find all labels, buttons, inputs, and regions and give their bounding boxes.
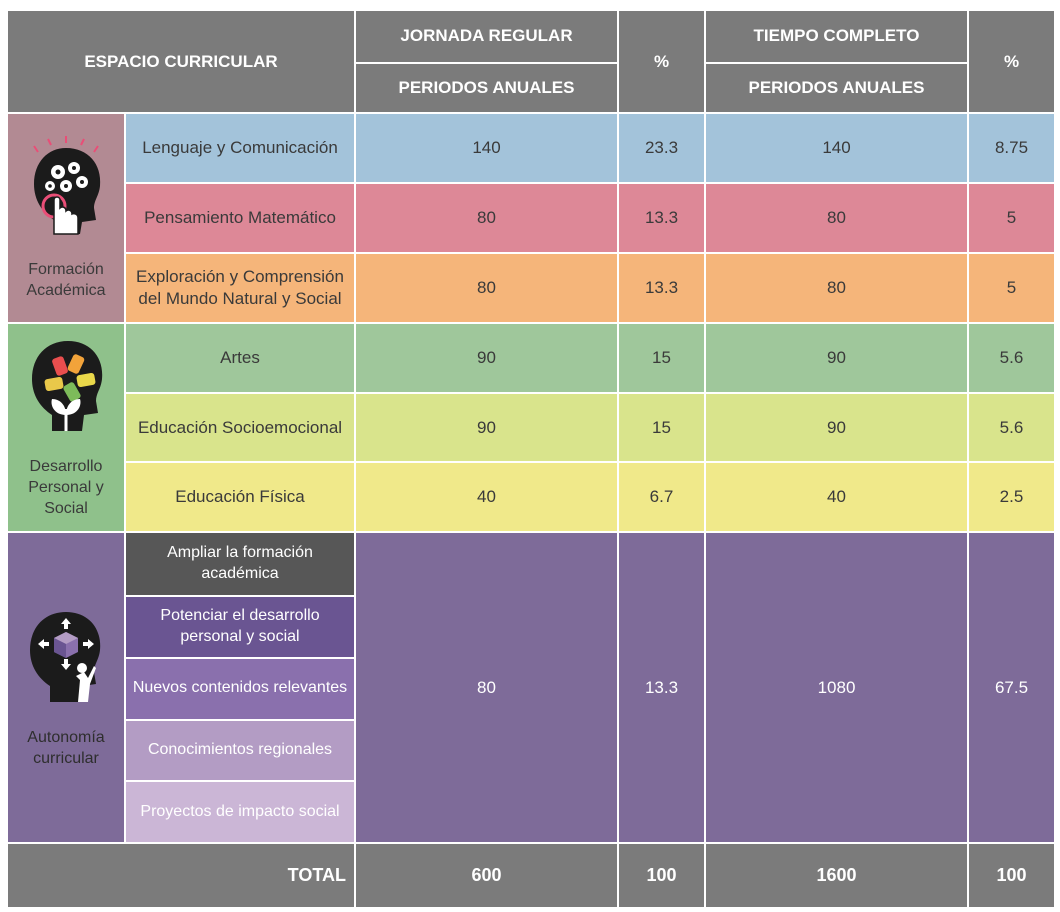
subject-exploracion: Exploración y Comprensión del Mundo Natu… bbox=[124, 251, 356, 324]
subject-fisica: Educación Física bbox=[124, 461, 356, 534]
header-periodos-tiempo: PERIODOS ANUALES bbox=[704, 61, 969, 115]
tc-pct-matematico: 5 bbox=[967, 182, 1056, 254]
category-desarrollo: Desarrollo Personal y Social bbox=[6, 321, 126, 534]
jr-pct-matematico: 13.3 bbox=[617, 182, 706, 254]
tc-fisica: 40 bbox=[704, 461, 969, 534]
jr-lenguaje: 140 bbox=[354, 112, 619, 185]
tc-pct-lenguaje: 8.75 bbox=[967, 112, 1056, 185]
tc-exploracion: 80 bbox=[704, 251, 969, 324]
tc-autonomia: 1080 bbox=[704, 531, 969, 845]
total-tc: 1600 bbox=[704, 842, 969, 909]
total-jr-pct: 100 bbox=[617, 842, 706, 909]
category-autonomia: Autonomía curricular bbox=[6, 531, 126, 845]
header-pct-tiempo: % bbox=[967, 8, 1056, 115]
jr-pct-socioemocional: 15 bbox=[617, 391, 706, 464]
tc-lenguaje: 140 bbox=[704, 112, 969, 185]
jr-fisica: 40 bbox=[354, 461, 619, 534]
jr-artes: 90 bbox=[354, 321, 619, 394]
category-formacion-label: Formación Académica bbox=[26, 261, 106, 300]
tc-pct-exploracion: 5 bbox=[967, 251, 1056, 324]
autonomia-regionales: Conocimientos regionales bbox=[124, 718, 356, 783]
tc-socioemocional: 90 bbox=[704, 391, 969, 464]
jr-pct-artes: 15 bbox=[617, 321, 706, 394]
tc-pct-fisica: 2.5 bbox=[967, 461, 1056, 534]
jr-matematico: 80 bbox=[354, 182, 619, 254]
jr-exploracion: 80 bbox=[354, 251, 619, 324]
subject-lenguaje: Lenguaje y Comunicación bbox=[124, 112, 356, 185]
autonomia-potenciar: Potenciar el desarrollo personal y socia… bbox=[124, 595, 356, 659]
total-jr: 600 bbox=[354, 842, 619, 909]
autonomia-proyectos: Proyectos de impacto social bbox=[124, 780, 356, 845]
subject-socioemocional: Educación Socioemocional bbox=[124, 391, 356, 464]
category-autonomia-label: Autonomía curricular bbox=[27, 728, 105, 767]
subject-matematico: Pensamiento Matemático bbox=[124, 182, 356, 254]
jr-autonomia: 80 bbox=[354, 531, 619, 845]
jr-pct-autonomia: 13.3 bbox=[617, 531, 706, 845]
header-tiempo: TIEMPO COMPLETO bbox=[704, 9, 969, 64]
head-cube-icon bbox=[30, 611, 101, 702]
tc-pct-artes: 5.6 bbox=[967, 321, 1056, 394]
head-gears-icon bbox=[33, 136, 101, 235]
tc-matematico: 80 bbox=[704, 182, 969, 254]
tc-artes: 90 bbox=[704, 321, 969, 394]
subject-artes: Artes bbox=[124, 321, 356, 394]
header-espacio: ESPACIO CURRICULAR bbox=[6, 8, 356, 115]
header-periodos-jornada: PERIODOS ANUALES bbox=[354, 61, 619, 115]
head-hands-icon bbox=[32, 341, 103, 432]
total-tc-pct: 100 bbox=[967, 842, 1056, 909]
category-formacion: Formación Académica bbox=[6, 112, 126, 324]
category-desarrollo-label: Desarrollo Personal y Social bbox=[28, 458, 104, 517]
autonomia-nuevos: Nuevos contenidos relevantes bbox=[124, 656, 356, 721]
tc-pct-socioemocional: 5.6 bbox=[967, 391, 1056, 464]
jr-pct-exploracion: 13.3 bbox=[617, 251, 706, 324]
jr-pct-lenguaje: 23.3 bbox=[617, 112, 706, 185]
header-jornada: JORNADA REGULAR bbox=[354, 9, 619, 64]
curriculum-table: ESPACIO CURRICULAR JORNADA REGULAR % TIE… bbox=[6, 8, 1056, 909]
header-pct-jornada: % bbox=[617, 8, 706, 115]
tc-pct-autonomia: 67.5 bbox=[967, 531, 1056, 845]
jr-pct-fisica: 6.7 bbox=[617, 461, 706, 534]
total-label: TOTAL bbox=[6, 842, 356, 909]
jr-socioemocional: 90 bbox=[354, 391, 619, 464]
autonomia-ampliar: Ampliar la formación académica bbox=[124, 531, 356, 598]
